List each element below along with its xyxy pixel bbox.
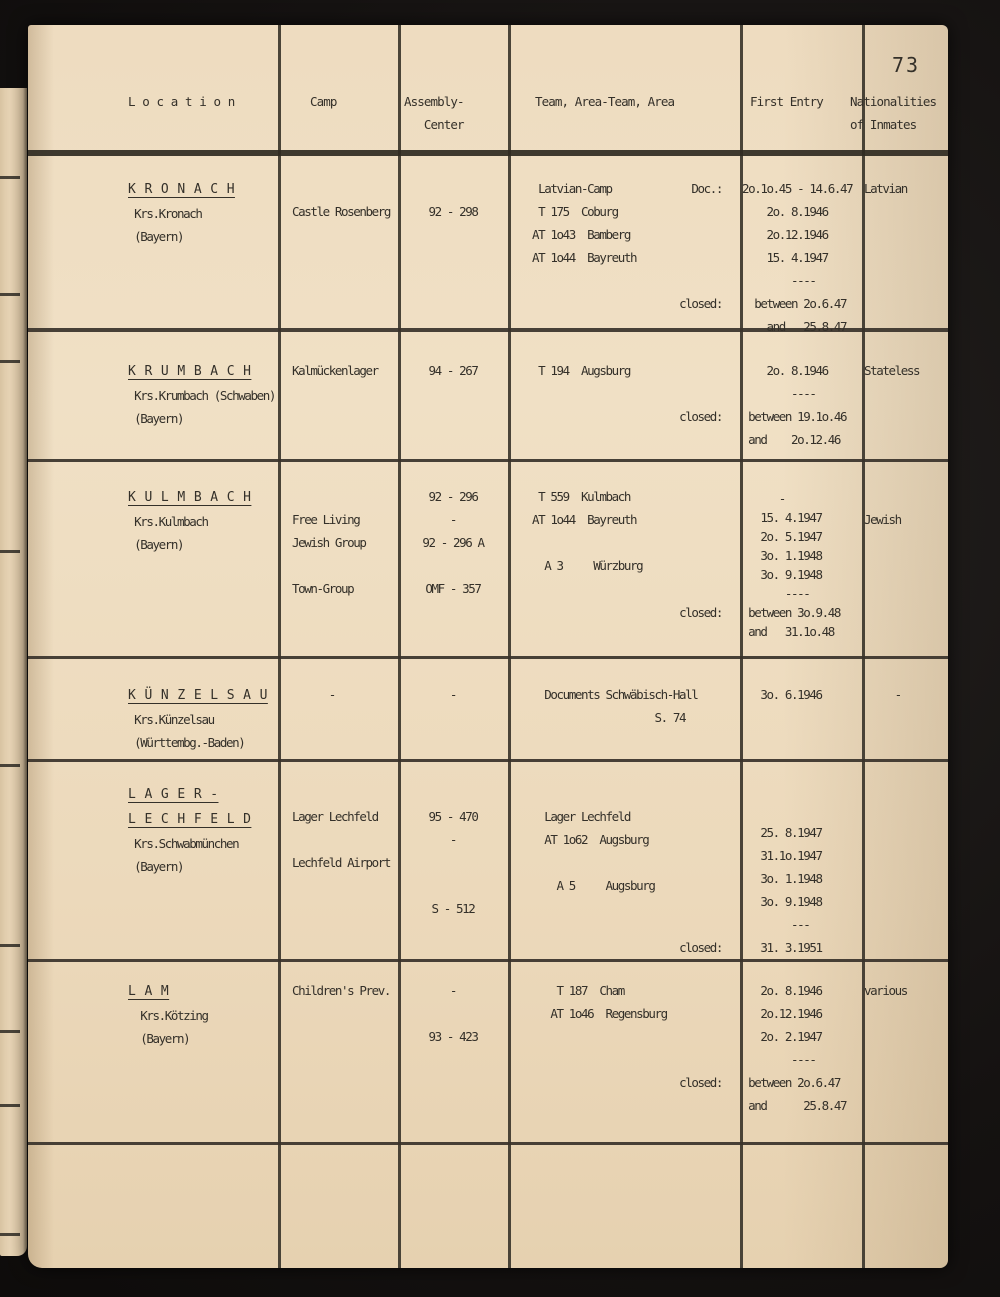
page-edge-mark: [0, 1104, 20, 1107]
team-cell: T 187 Cham AT 1o46 Regensburg: [550, 983, 668, 1021]
page-edge-mark: [0, 176, 20, 179]
header-location: L o c a t i o n: [128, 94, 235, 109]
column-rule: [740, 25, 743, 1268]
camp-cell: Children's Prev.: [292, 983, 391, 998]
page-number: 73: [892, 53, 921, 77]
first-entry-cell: 2o. 8.1946 ---- between 19.1o.46 and 2o.…: [748, 363, 847, 447]
team-cell: Latvian-Camp T 175 Coburg AT 1o43 Bamber…: [532, 181, 638, 265]
header-team-area: Team, Area-Team, Area: [535, 94, 675, 109]
location-title: L A M: [128, 984, 170, 999]
row-rule: [28, 656, 948, 659]
page-edge-mark: [0, 1030, 20, 1033]
row-rule: [28, 759, 948, 762]
nationalities-cell: Stateless: [864, 363, 921, 378]
column-rule: [862, 25, 865, 1268]
team-cell: T 559 Kulmbach AT 1o44 Bayreuth A 3 Würz…: [532, 489, 644, 573]
camp-cell: Kalmückenlager: [292, 363, 379, 378]
page-edge-mark: [0, 764, 20, 767]
location-subtitle: Krs.Kulmbach (Bayern): [134, 514, 209, 552]
assembly-center-cell: 92 - 296 - 92 - 296 A OMF - 357: [422, 489, 485, 596]
location-cell: L A M Krs.Kötzing (Bayern): [128, 979, 209, 1050]
location-cell: L A G E R - L E C H F E L D Krs.Schwabmü…: [128, 782, 251, 878]
document-page: 73 L o c a t i o n Camp Assembly- Center…: [28, 25, 948, 1268]
nationalities-cell: Latvian: [864, 181, 908, 196]
team-cell: Documents Schwäbisch-Hall S. 74: [544, 687, 699, 725]
camp-cell: Free Living Jewish Group Town-Group: [292, 512, 367, 596]
header-first-entry: First Entry: [750, 94, 824, 109]
location-title: K R U M B A C H: [128, 364, 252, 379]
header-camp: Camp: [310, 94, 337, 109]
nationalities-cell: Jewish: [864, 512, 902, 527]
nationalities-cell: various: [864, 983, 908, 998]
doc-closed-labels: closed:: [679, 1075, 723, 1090]
first-entry-cell: - 15. 4.1947 2o. 5.1947 3o. 1.1948 3o. 9…: [748, 491, 841, 639]
location-title: K Ü N Z E L S A U: [128, 688, 268, 703]
camp-cell: Castle Rosenberg: [292, 204, 391, 219]
first-entry-cell: 2o. 8.1946 2o.12.1946 2o. 2.1947 ---- be…: [748, 983, 847, 1113]
page-edge-mark: [0, 293, 20, 296]
location-title: K U L M B A C H: [128, 490, 252, 505]
first-entry-cell: 2o.1o.45 - 14.6.47 2o. 8.1946 2o.12.1946…: [742, 181, 854, 334]
location-cell: K U L M B A C H Krs.Kulmbach (Bayern): [128, 485, 251, 556]
team-cell: Lager Lechfeld AT 1o62 Augsburg A 5 Augs…: [544, 809, 656, 893]
location-cell: K Ü N Z E L S A U Krs.Künzelsau (Württem…: [128, 683, 268, 754]
header-nationalities: Nationalities of Inmates: [850, 94, 937, 132]
doc-closed-labels: closed:: [679, 605, 723, 620]
assembly-center-cell: 94 - 267: [428, 363, 478, 378]
location-cell: K R O N A C H Krs.Kronach (Bayern): [128, 177, 235, 248]
doc-closed-labels: Doc.: closed:: [679, 181, 723, 311]
page-edge-mark: [0, 360, 20, 363]
location-subtitle: Krs.Kötzing (Bayern): [140, 1008, 209, 1046]
adjacent-page-edge: [0, 88, 27, 1256]
row-rule: [28, 459, 948, 462]
location-title: K R O N A C H: [128, 182, 235, 197]
column-rule: [508, 25, 511, 1268]
doc-closed-labels: closed:: [679, 940, 723, 955]
first-entry-cell: 3o. 6.1946: [742, 687, 823, 702]
header-rule: [28, 150, 948, 156]
camp-cell: -: [292, 687, 337, 702]
nationalities-cell: -: [864, 687, 903, 702]
page-edge-mark: [0, 1233, 20, 1236]
assembly-center-cell: -: [449, 687, 458, 702]
doc-closed-labels: closed:: [679, 409, 723, 424]
location-subtitle: Krs.Krumbach (Schwaben) (Bayern): [134, 388, 276, 426]
row-rule: [28, 328, 948, 332]
location-subtitle: Krs.Kronach (Bayern): [134, 206, 203, 244]
page-edge-mark: [0, 944, 20, 947]
column-rule: [278, 25, 281, 1268]
assembly-center-cell: 92 - 298: [428, 204, 478, 219]
camp-cell: Lager Lechfeld Lechfeld Airport: [292, 809, 391, 870]
location-subtitle: Krs.Künzelsau (Württembg.-Baden): [134, 712, 246, 750]
location-subtitle: Krs.Schwabmünchen (Bayern): [134, 836, 240, 874]
page-edge-mark: [0, 550, 20, 553]
column-rule: [398, 25, 401, 1268]
row-rule: [28, 959, 948, 962]
row-rule: [28, 1142, 948, 1145]
first-entry-cell: 25. 8.1947 31.1o.1947 3o. 1.1948 3o. 9.1…: [760, 825, 823, 955]
location-cell: K R U M B A C H Krs.Krumbach (Schwaben) …: [128, 359, 276, 430]
location-title: L A G E R - L E C H F E L D: [128, 787, 252, 827]
assembly-center-cell: - 93 - 423: [428, 983, 478, 1044]
header-assembly-center: Assembly- Center: [404, 94, 465, 132]
assembly-center-cell: 95 - 470 - S - 512: [428, 809, 478, 916]
team-cell: T 194 Augsburg: [532, 363, 631, 378]
